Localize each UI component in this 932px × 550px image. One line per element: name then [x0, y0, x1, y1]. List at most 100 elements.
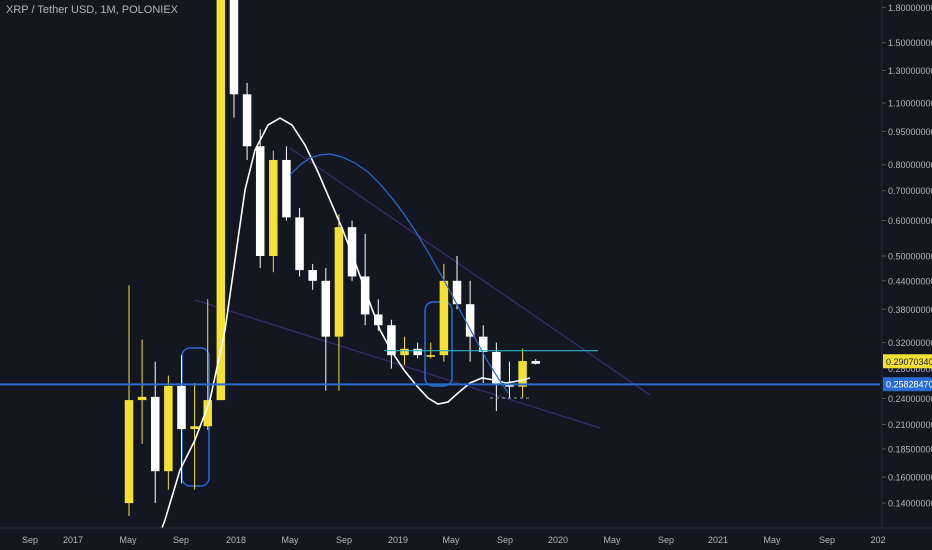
candle-body	[452, 280, 462, 305]
candle	[124, 285, 134, 516]
support-price-badge: 0.25828470	[883, 377, 932, 392]
y-tick-label: 0.18500000	[888, 444, 932, 454]
x-tick-label: Sep	[22, 535, 38, 545]
lower-trendline	[194, 299, 601, 429]
y-tick-label: 0.60000000	[888, 216, 932, 226]
candle	[465, 280, 475, 362]
candle-body	[413, 348, 422, 356]
y-tick-label: 1.50000000	[888, 38, 932, 48]
y-tick-label: 1.80000000	[888, 3, 932, 13]
candle-body	[255, 146, 265, 256]
x-tick-label: May	[119, 535, 137, 545]
y-tick-label: 0.14000000	[888, 499, 932, 509]
x-tick-label: 2021	[708, 535, 728, 545]
candle	[334, 214, 344, 391]
y-tick-label: 0.80000000	[888, 160, 932, 170]
y-tick-label: 0.70000000	[888, 186, 932, 196]
candle	[531, 359, 540, 365]
y-tick-label-hidden: 0.28000000	[888, 364, 932, 374]
candle-body	[347, 227, 357, 277]
candle	[216, 0, 226, 401]
candle-body	[518, 361, 527, 387]
y-tick-label: 1.10000000	[888, 98, 932, 108]
candle	[229, 0, 239, 118]
x-tick-label: 202	[870, 535, 885, 545]
x-tick-label: Sep	[658, 535, 674, 545]
candle	[439, 263, 449, 362]
candle	[387, 319, 396, 369]
x-tick-label: 2017	[63, 535, 83, 545]
candle-body	[229, 0, 239, 95]
current-price-badge: 0.29070340	[883, 354, 932, 369]
candle-body	[190, 426, 199, 430]
candle	[360, 233, 370, 326]
candle	[347, 220, 357, 281]
y-tick-label: 0.16000000	[888, 473, 932, 483]
highlight-box-2019	[424, 301, 453, 387]
candle-body	[439, 280, 449, 356]
support-price-badge-text: 0.25828470	[886, 380, 932, 390]
candle	[242, 82, 252, 160]
y-tick-label: 1.30000000	[888, 66, 932, 76]
candle	[190, 382, 199, 490]
candle-body	[295, 217, 304, 271]
y-tick-label: 0.32000000	[888, 338, 932, 348]
candle-body	[216, 0, 226, 401]
candle-body	[203, 400, 212, 427]
candle-body	[242, 94, 252, 147]
y-tick-label: 0.95000000	[888, 127, 932, 137]
candle	[164, 375, 173, 490]
chart-title: XRP / Tether USD, 1M, POLONIEX	[6, 4, 178, 16]
candle	[518, 348, 527, 399]
candle	[282, 146, 291, 221]
slow-moving-average	[289, 153, 509, 394]
y-tick-label: 0.24000000	[888, 394, 932, 404]
candle-body	[426, 355, 436, 357]
candle-body	[269, 159, 278, 256]
x-tick-label: May	[603, 535, 621, 545]
candle	[150, 361, 160, 504]
descending-trendline	[289, 147, 651, 396]
support-price-badge-bg	[883, 377, 932, 392]
y-tick-label: 0.21000000	[888, 420, 932, 430]
candle	[321, 267, 331, 391]
candle-body	[478, 336, 488, 352]
candle-body	[334, 227, 344, 337]
candle	[452, 255, 462, 310]
candle-body	[150, 396, 160, 472]
y-tick-label: 0.44000000	[888, 276, 932, 286]
candle	[177, 355, 186, 484]
candle-body	[400, 348, 409, 356]
x-tick-label: May	[281, 535, 299, 545]
x-tick-label: 2020	[548, 535, 568, 545]
x-tick-label: 2018	[226, 535, 246, 545]
x-tick-label: Sep	[336, 535, 352, 545]
current-price-badge-bg	[883, 354, 932, 369]
x-tick-label: 2019	[388, 535, 408, 545]
candle-body	[164, 385, 173, 472]
candle-body	[492, 351, 501, 384]
current-price-badge-text: 0.29070340	[886, 357, 932, 367]
candle	[203, 299, 212, 431]
candle-body	[465, 304, 475, 337]
x-tick-label: Sep	[819, 535, 835, 545]
y-tick-label: 0.38000000	[888, 305, 932, 315]
candle-body	[177, 385, 186, 430]
candle-body	[124, 400, 134, 504]
candle-body	[321, 280, 331, 337]
candle-body	[282, 159, 291, 218]
candle-body	[137, 396, 147, 401]
candle	[255, 129, 265, 268]
candle	[137, 339, 147, 444]
candle-body	[531, 361, 540, 364]
candle	[308, 263, 317, 290]
candle-body	[374, 314, 383, 326]
candle-body	[360, 276, 370, 315]
x-tick-label: Sep	[497, 535, 513, 545]
x-tick-label: May	[763, 535, 781, 545]
x-tick-label: May	[442, 535, 460, 545]
y-tick-label: 0.50000000	[888, 251, 932, 261]
candle-body	[308, 270, 317, 281]
